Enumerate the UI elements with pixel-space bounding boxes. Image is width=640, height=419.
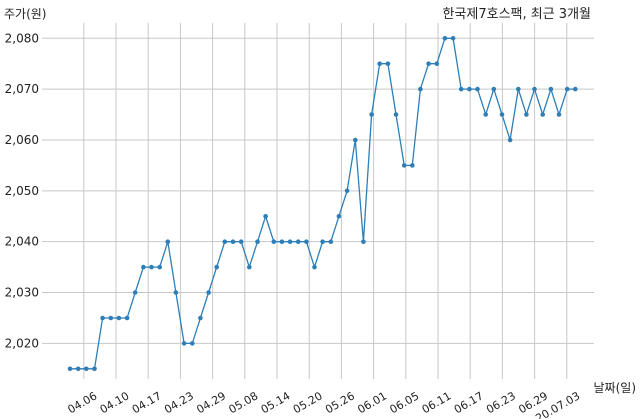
- data-point: [100, 315, 105, 321]
- x-tick-label: 05.08: [227, 389, 261, 416]
- data-point: [353, 137, 358, 143]
- data-point: [556, 112, 562, 117]
- data-point: [304, 239, 309, 244]
- data-point: [165, 239, 171, 244]
- data-point: [124, 315, 130, 321]
- data-point: [247, 264, 252, 270]
- data-point: [410, 163, 415, 168]
- data-point: [230, 239, 236, 244]
- y-tick-label: 2,080: [5, 31, 39, 45]
- data-point: [132, 290, 138, 295]
- price-line: [70, 37, 576, 370]
- data-point: [75, 366, 81, 372]
- data-point: [483, 112, 489, 117]
- y-axis: 2,020 2,030 2,040 2,050 2,060 2,070 2,080: [5, 31, 39, 350]
- data-point: [434, 61, 440, 66]
- y-tick-label: 2,040: [5, 235, 39, 249]
- y-tick-label: 2,050: [5, 184, 39, 198]
- x-tick-label: 05.14: [259, 389, 293, 416]
- x-tick-label: 06.17: [452, 389, 486, 416]
- x-axis-label: 날짜(일): [594, 381, 636, 395]
- x-tick-label: 04.29: [194, 389, 228, 416]
- x-tick-label: 04.06: [66, 389, 100, 416]
- data-point: [336, 214, 342, 219]
- data-point: [238, 239, 244, 244]
- data-point: [67, 366, 73, 372]
- data-point: [524, 112, 529, 117]
- data-point: [108, 315, 114, 321]
- y-axis-label: 주가(원): [4, 7, 46, 21]
- data-point: [116, 315, 122, 321]
- y-tick-label: 2,030: [5, 286, 39, 300]
- data-point: [442, 36, 448, 41]
- data-point: [401, 163, 407, 168]
- data-point: [312, 264, 317, 270]
- x-tick-label: 04.10: [98, 389, 132, 416]
- data-point: [418, 86, 423, 92]
- data-point: [149, 264, 154, 270]
- data-point: [295, 239, 301, 244]
- data-point: [548, 86, 554, 92]
- data-point: [173, 290, 179, 295]
- data-point: [279, 239, 285, 244]
- data-point: [287, 239, 293, 244]
- y-tick-label: 2,020: [5, 336, 39, 350]
- y-tick-label: 2,060: [5, 133, 39, 147]
- data-point: [263, 214, 268, 219]
- data-point: [564, 86, 570, 92]
- data-point: [393, 112, 399, 117]
- data-point: [369, 112, 374, 117]
- x-tick-label: 05.20: [291, 389, 325, 416]
- data-point: [385, 61, 391, 66]
- data-point: [255, 239, 260, 244]
- data-point: [271, 239, 277, 244]
- data-point: [328, 239, 334, 244]
- data-point: [516, 86, 521, 92]
- data-point: [141, 264, 146, 270]
- data-point: [344, 188, 350, 194]
- data-point: [320, 239, 325, 244]
- data-point: [214, 264, 219, 270]
- y-tick-label: 2,070: [5, 82, 39, 96]
- x-tick-label: 06.01: [355, 389, 389, 416]
- data-point: [84, 366, 89, 372]
- data-point: [467, 86, 472, 92]
- data-point: [491, 86, 497, 92]
- data-point: [181, 341, 187, 346]
- x-tick-label: 06.05: [388, 389, 422, 416]
- x-tick-label: 06.23: [484, 389, 518, 416]
- grid-lines: [42, 23, 594, 379]
- data-point: [157, 264, 162, 270]
- data-point: [475, 86, 480, 92]
- x-tick-label: 06.11: [420, 389, 454, 416]
- data-point: [377, 61, 383, 66]
- data-point: [450, 36, 456, 41]
- x-tick-label: 04.23: [162, 389, 196, 416]
- x-axis: 04.0604.1004.1704.2304.2905.0805.1405.20…: [66, 389, 583, 419]
- data-point: [92, 366, 97, 372]
- data-point: [426, 61, 431, 66]
- data-point: [499, 112, 505, 117]
- x-tick-label: 04.17: [130, 389, 164, 416]
- data-point: [198, 315, 203, 321]
- data-point: [190, 341, 195, 346]
- data-point: [361, 239, 366, 244]
- data-points: [67, 36, 578, 372]
- data-point: [507, 137, 513, 143]
- data-point: [458, 86, 464, 92]
- data-point: [573, 86, 578, 92]
- chart-title: 한국제7호스팩, 최근 3개월: [442, 7, 591, 22]
- data-point: [532, 86, 537, 92]
- x-tick-label: 05.26: [323, 389, 357, 416]
- data-point: [540, 112, 545, 117]
- data-point: [206, 290, 211, 295]
- data-point: [222, 239, 228, 244]
